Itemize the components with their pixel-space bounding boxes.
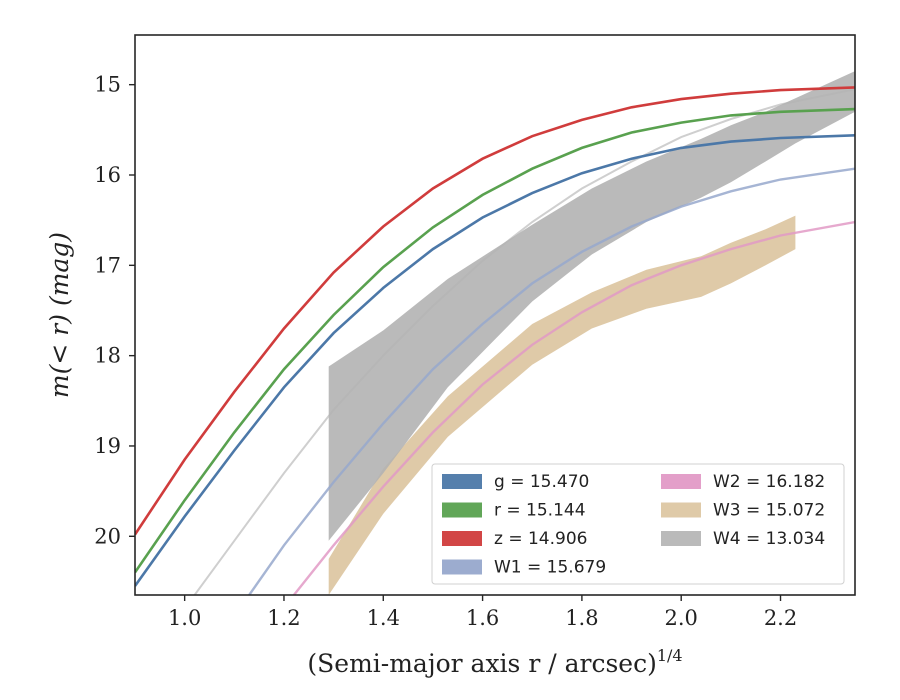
x-tick-label: 1.2 (267, 606, 300, 630)
legend: g = 15.470 r = 15.144 z = 14.906 W1 = 15.67… (431, 463, 845, 585)
legend-swatch-g (442, 474, 482, 489)
x-tick-label: 1.4 (367, 606, 400, 630)
y-tick-label: 16 (94, 163, 121, 187)
legend-label-w3: W3 = 15.072 (713, 501, 825, 521)
series-line-w2 (292, 220, 855, 595)
x-tick-label: 1.8 (565, 606, 598, 630)
y-axis-title: m(< r) (mag) (45, 232, 74, 398)
y-tick-label: 20 (94, 524, 121, 548)
series-line-z (135, 86, 855, 536)
legend-swatch-w1 (442, 559, 482, 575)
legend-label-w2: W2 = 16.182 (713, 472, 825, 492)
legend-label-r: r = 15.144 (494, 501, 586, 521)
legend-label-w1: W1 = 15.679 (494, 558, 606, 578)
legend-swatch-w2 (661, 474, 701, 489)
x-tick-label: 2.2 (764, 606, 797, 630)
legend-swatch-w4 (661, 531, 701, 546)
plot-frame (134, 34, 856, 596)
legend-swatch-r (442, 502, 482, 518)
y-tick-label: 19 (94, 434, 121, 458)
legend-box (431, 463, 845, 585)
legend-label-g: g = 15.470 (494, 472, 589, 492)
series-line-g (135, 134, 855, 587)
data-layer (135, 71, 855, 595)
y-tick-label: 18 (94, 344, 121, 368)
x-tick-label: 1.0 (168, 606, 201, 630)
y-tick-label: 17 (94, 253, 121, 277)
series-line-r (135, 107, 855, 574)
x-tick-label: 2.0 (665, 606, 698, 630)
axes: 1.0 1.2 1.4 1.6 1.8 2.0 2.2 15 16 17 18 19 20 (94, 73, 797, 630)
legend-label-w4: W4 = 13.034 (713, 529, 825, 549)
band-w3 (328, 215, 796, 595)
y-tick-label: 15 (94, 73, 121, 97)
x-axis-title: (Semi-major axis r / arcsec)1/4 (307, 646, 682, 678)
legend-swatch-w3 (661, 502, 701, 518)
series-line-w1 (248, 167, 855, 595)
legend-swatch-z (442, 531, 482, 546)
band-w4 (328, 71, 855, 541)
legend-label-z: z = 14.906 (494, 529, 587, 549)
x-tick-label: 1.6 (466, 606, 499, 630)
